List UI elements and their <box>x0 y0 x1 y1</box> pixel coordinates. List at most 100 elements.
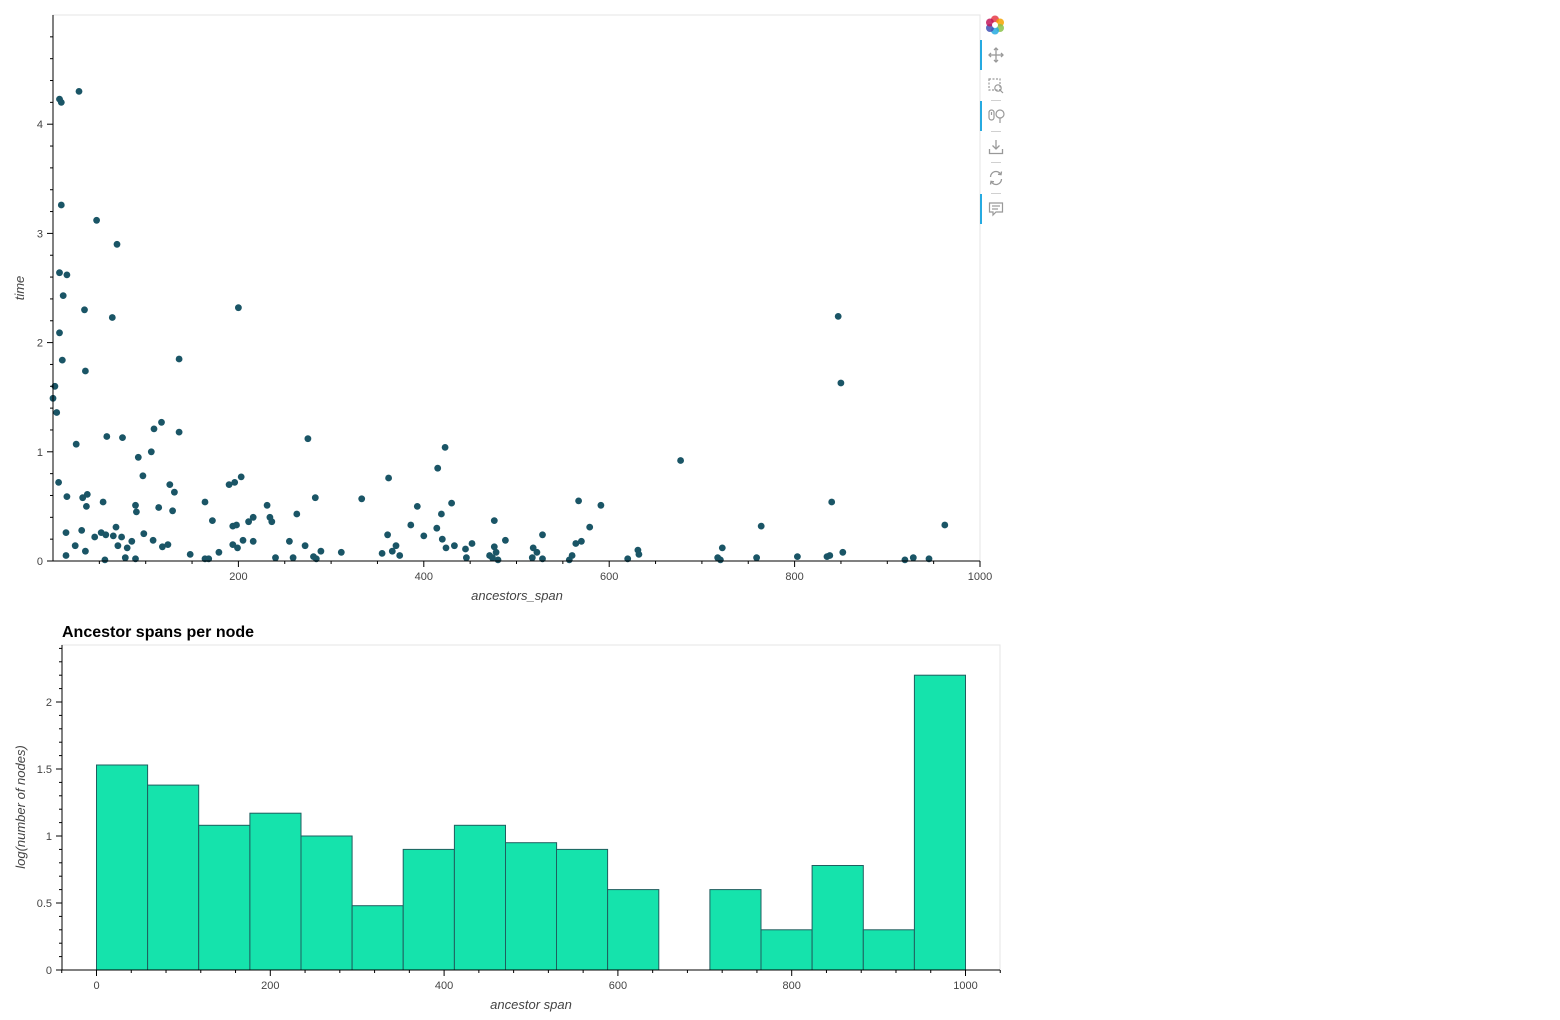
scatter-point <box>72 440 80 448</box>
scatter-point <box>717 556 724 564</box>
scatter-point <box>150 425 158 433</box>
scatter-point <box>59 292 67 299</box>
scatter-point <box>677 457 684 464</box>
scatter-point <box>53 409 61 416</box>
histogram-x-tick-label: 800 <box>783 980 801 992</box>
scatter-point <box>103 433 111 440</box>
reset-tool-button[interactable] <box>980 163 1010 193</box>
scatter-point <box>147 448 155 456</box>
scatter-point <box>63 493 71 500</box>
scatter-point <box>263 501 271 509</box>
wheel-zoom-tool-button[interactable] <box>980 101 1010 131</box>
scatter-x-tick-label: 1000 <box>968 571 992 583</box>
pan-tool-active-indicator <box>980 40 982 70</box>
scatter-point <box>837 379 845 387</box>
scatter-point <box>289 554 297 562</box>
scatter-y-ticks: 0 1 2 3 4 <box>37 36 53 568</box>
histogram-y-tick-label: 1.5 <box>37 764 52 776</box>
scatter-point <box>239 536 247 544</box>
scatter-point <box>597 501 605 509</box>
scatter-point <box>186 551 194 558</box>
scatter-point <box>108 314 116 321</box>
histogram-x-tick-label: 0 <box>93 980 99 992</box>
scatter-point <box>794 553 801 560</box>
histogram-x-ticks: 0 200 400 600 800 1000 <box>61 970 1001 992</box>
scatter-point <box>337 548 345 556</box>
scatter-point <box>407 521 415 529</box>
histogram-bar <box>811 865 864 971</box>
hover-tool-active-indicator <box>980 194 982 224</box>
scatter-point <box>384 531 391 539</box>
scatter-point <box>249 537 257 545</box>
scatter-point <box>420 532 428 540</box>
scatter-x-tick-label: 800 <box>785 571 803 583</box>
scatter-point <box>442 544 450 552</box>
scatter-point <box>102 531 110 539</box>
scatter-point <box>413 503 421 510</box>
scatter-point <box>118 533 125 541</box>
scatter-y-axis-label: time <box>12 276 27 301</box>
scatter-point <box>826 552 834 559</box>
scatter-point <box>586 523 594 531</box>
histogram-bar <box>556 848 609 971</box>
scatter-y-tick-label: 0 <box>37 556 43 568</box>
histogram-bar <box>709 889 762 971</box>
scatter-point <box>99 498 107 506</box>
toolbar-separator <box>991 100 1001 101</box>
scatter-point <box>149 536 157 544</box>
hover-tool-button[interactable] <box>980 194 1010 224</box>
scatter-point <box>234 544 241 552</box>
toolbar-separator <box>991 193 1001 194</box>
scatter-point <box>55 479 62 486</box>
scatter-point <box>62 529 70 536</box>
scatter-x-tick-label: 400 <box>415 571 433 583</box>
scatter-point <box>164 541 172 548</box>
scatter-point <box>128 537 136 545</box>
scatter-point <box>528 554 536 562</box>
scatter-point <box>114 542 122 550</box>
box-zoom-tool-icon <box>988 78 1004 94</box>
scatter-point <box>293 510 301 518</box>
box-zoom-tool-button[interactable] <box>980 71 1010 101</box>
scatter-point <box>828 498 836 506</box>
reset-tool-icon <box>989 170 1003 186</box>
scatter-point <box>312 555 320 563</box>
scatter-point <box>286 537 293 545</box>
scatter-point <box>245 518 253 526</box>
scatter-point <box>568 552 576 559</box>
histogram-y-axis-label: log(number of nodes) <box>13 745 28 869</box>
save-tool-button[interactable] <box>980 132 1010 162</box>
scatter-point <box>121 554 129 562</box>
scatter-point <box>83 491 91 498</box>
scatter-point <box>494 556 502 564</box>
bokeh-logo-icon <box>986 15 1004 35</box>
scatter-point <box>229 541 237 548</box>
histogram-bars <box>96 674 967 971</box>
histogram-bar <box>453 824 506 971</box>
bokeh-logo[interactable] <box>980 10 1010 40</box>
histogram-bar <box>96 764 149 971</box>
histogram-x-tick-label: 600 <box>609 980 627 992</box>
scatter-point <box>139 472 147 480</box>
scatter-point <box>463 554 470 562</box>
scatter-point <box>492 548 500 556</box>
scatter-point <box>113 240 121 248</box>
scatter-point <box>57 99 65 106</box>
scatter-point <box>311 494 319 502</box>
scatter-x-tick-label: 600 <box>600 571 618 583</box>
scatter-point <box>63 271 71 279</box>
toolbar-separator <box>991 131 1001 132</box>
scatter-point <box>169 507 177 515</box>
scatter-point <box>81 306 88 314</box>
pan-tool-button[interactable] <box>980 40 1010 70</box>
histogram-bar <box>760 929 813 971</box>
scatter-point <box>205 555 213 563</box>
scatter-point <box>58 356 66 364</box>
histogram-y-tick-label: 0 <box>46 965 52 977</box>
scatter-point <box>82 367 89 375</box>
scatter-point <box>753 554 760 562</box>
scatter-point <box>101 556 109 564</box>
scatter-point <box>539 555 546 563</box>
scatter-y-tick-label: 3 <box>37 228 43 240</box>
scatter-point <box>757 522 765 530</box>
